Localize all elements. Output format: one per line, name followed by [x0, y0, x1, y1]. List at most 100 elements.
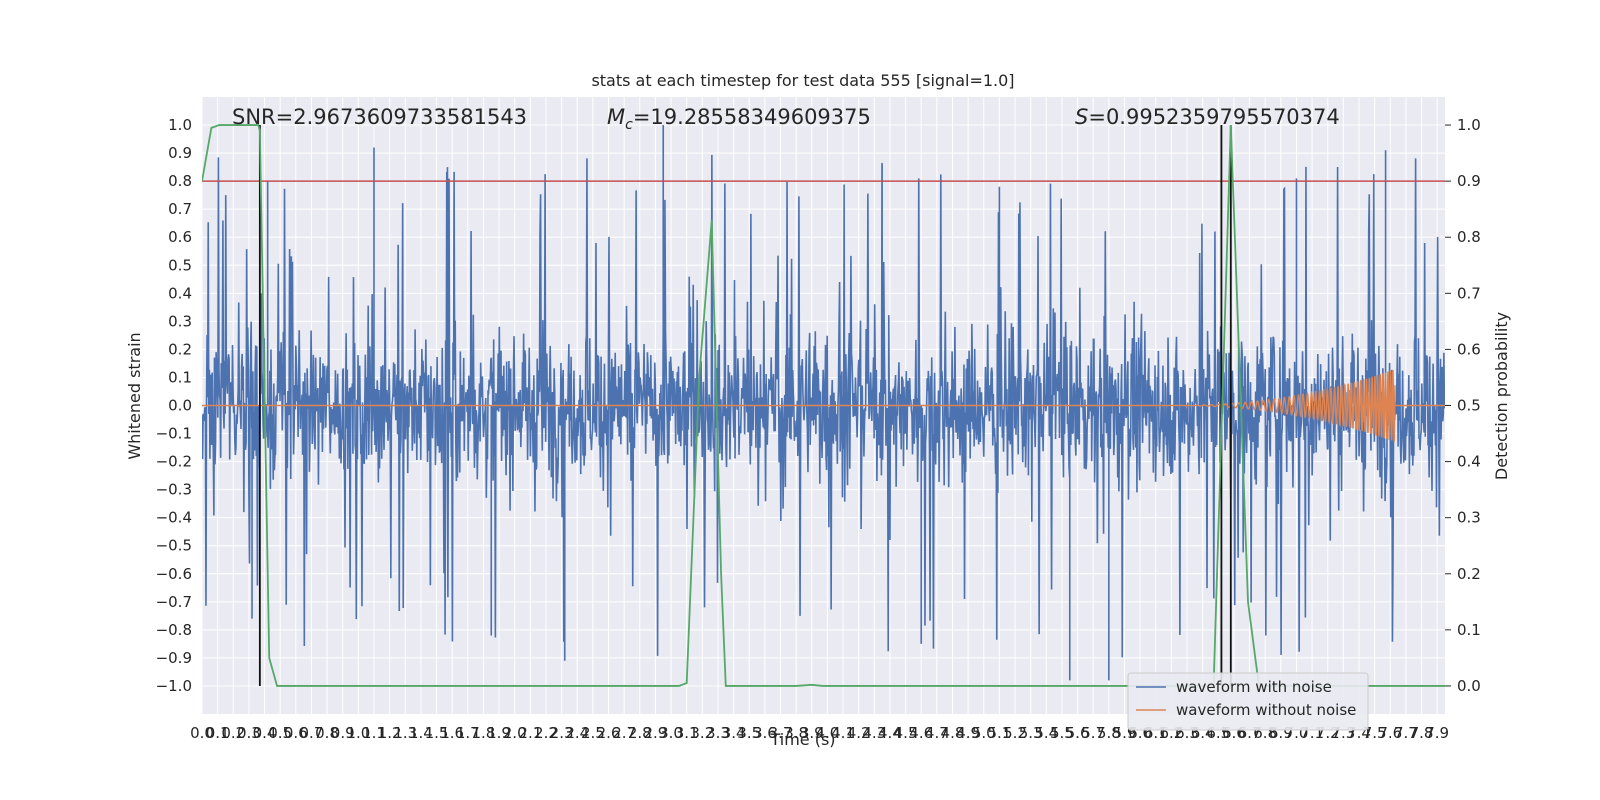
y-tick-label: 0.7	[168, 200, 192, 218]
x-tick-label: 4.6	[909, 724, 933, 742]
y2-tick-label: 0.1	[1457, 621, 1481, 639]
y2-tick-label: 0.9	[1457, 172, 1481, 190]
legend-label-noise: waveform with noise	[1176, 678, 1332, 696]
y2-tick-label: 0.8	[1457, 228, 1481, 246]
x-tick-label: 3.9	[800, 724, 824, 742]
x-tick-label: 0.6	[284, 724, 308, 742]
x-tick-label: 2.6	[597, 724, 621, 742]
y-tick-label: −0.6	[156, 565, 192, 583]
y-tick-labels: 1.0 0.9 0.8 0.7 0.6 0.5 0.4 0.3 0.2 0.1 0.0 −0.1 −0.…	[156, 116, 192, 695]
x-tick-label: 0.0	[190, 724, 214, 742]
x-tick-label: 2.5	[581, 724, 605, 742]
chart-title: stats at each timestep for test data 555…	[591, 71, 1014, 90]
x-tick-label: 3.7	[769, 724, 793, 742]
x-tick-label: 3.1	[675, 724, 699, 742]
y2-tick-label: 0.7	[1457, 284, 1481, 302]
y2-tick-label: 1.0	[1457, 116, 1481, 134]
legend-box	[1127, 672, 1369, 731]
x-tick-label: 4.9	[956, 724, 980, 742]
x-tick-label: 4.5	[894, 724, 918, 742]
x-tick-label: 4.1	[831, 724, 855, 742]
x-tick-label: 5.0	[972, 724, 996, 742]
y2-tick-label: 0.6	[1457, 340, 1481, 358]
y-tick-label: 0.5	[168, 256, 192, 274]
y-tick-label: −0.9	[156, 649, 192, 667]
x-tick-label: 1.4	[409, 724, 433, 742]
y2-tick-label: 0.3	[1457, 509, 1481, 527]
x-tick-label: 7.7	[1394, 724, 1418, 742]
x-tick-label: 2.8	[628, 724, 652, 742]
x-tick-label: 4.7	[925, 724, 949, 742]
y-tick-label: −0.8	[156, 621, 192, 639]
y-tick-label: 0.3	[168, 312, 192, 330]
y2-tick-label: 0.4	[1457, 453, 1481, 471]
y-tick-label: 0.6	[168, 228, 192, 246]
x-tick-label: 4.3	[862, 724, 886, 742]
x-tick-label: 1.0	[346, 724, 370, 742]
x-tick-label: 2.7	[612, 724, 636, 742]
y-tick-label: 0.2	[168, 340, 192, 358]
x-tick-label: 2.0	[503, 724, 527, 742]
x-tick-label: 1.7	[456, 724, 480, 742]
x-tick-label: 4.4	[878, 724, 902, 742]
y2-axis-label: Detection probability	[1492, 312, 1511, 480]
x-tick-label: 4.8	[941, 724, 965, 742]
x-tick-label: 2.3	[550, 724, 574, 742]
x-tick-label: 4.0	[815, 724, 839, 742]
y-tick-label: 0.1	[168, 368, 192, 386]
x-tick-label: 3.3	[706, 724, 730, 742]
noise-line	[202, 125, 1445, 681]
x-tick-label: 1.5	[425, 724, 449, 742]
y-tick-label: 0.4	[168, 284, 192, 302]
series-waveform-with-noise	[202, 125, 1445, 681]
x-tick-label: 0.8	[315, 724, 339, 742]
x-tick-label: 1.8	[472, 724, 496, 742]
x-tick-label: 1.6	[440, 724, 464, 742]
y-tick-label: −0.4	[156, 509, 192, 527]
chirp-mass-symbol: M	[607, 105, 625, 129]
x-tick-label: 5.1	[987, 724, 1011, 742]
x-tick-label: 0.2	[221, 724, 245, 742]
x-tick-label: 7.6	[1378, 724, 1402, 742]
y-tick-label: 0.9	[168, 144, 192, 162]
y-tick-label: −0.2	[156, 453, 192, 471]
x-tick-label: 2.9	[643, 724, 667, 742]
x-tick-labels: 0.00.10.20.30.40.50.60.70.80.91.01.11.21…	[190, 724, 1449, 742]
x-tick-label: 5.4	[1034, 724, 1058, 742]
chirp-mass-subscript: c	[625, 117, 633, 133]
x-tick-label: 5.5	[1050, 724, 1074, 742]
chirp-mass-annotation: Mc=19.28558349609375	[607, 105, 871, 133]
x-tick-label: 1.1	[362, 724, 386, 742]
y2-tick-label: 0.5	[1457, 397, 1481, 415]
y2-tick-label: 0.0	[1457, 677, 1481, 695]
x-tick-label: 3.6	[753, 724, 777, 742]
y2-tick-labels: 1.0 0.9 0.8 0.7 0.6 0.5 0.4 0.3 0.2 0.1 0.0	[1445, 116, 1481, 695]
legend: waveform with noise waveform without noi…	[1127, 672, 1369, 731]
x-tick-label: 5.3	[1019, 724, 1043, 742]
x-tick-label: 3.2	[690, 724, 714, 742]
x-tick-label: 3.8	[784, 724, 808, 742]
x-tick-label: 1.9	[487, 724, 511, 742]
x-tick-label: 0.7	[300, 724, 324, 742]
y-tick-label: −0.1	[156, 425, 192, 443]
x-tick-label: 3.5	[737, 724, 761, 742]
x-tick-label: 5.6	[1066, 724, 1090, 742]
x-tick-label: 1.3	[393, 724, 417, 742]
y-tick-label: 1.0	[168, 116, 192, 134]
x-tick-label: 0.9	[331, 724, 355, 742]
y-axis-label: Whitened strain	[125, 332, 144, 459]
chirp-line	[202, 369, 1445, 442]
x-tick-label: 7.9	[1425, 724, 1449, 742]
legend-label-clean: waveform without noise	[1176, 701, 1356, 719]
s-value: =0.9952359795570374	[1088, 105, 1339, 129]
y-tick-label: 0.8	[168, 172, 192, 190]
x-tick-label: 3.0	[659, 724, 683, 742]
x-axis-label: Time (s)	[769, 730, 835, 749]
y-tick-label: −1.0	[156, 677, 192, 695]
y-tick-label: −0.5	[156, 537, 192, 555]
y-tick-label: −0.7	[156, 593, 192, 611]
y2-tick-label: 0.2	[1457, 565, 1481, 583]
x-tick-label: 0.1	[206, 724, 230, 742]
x-tick-label: 7.8	[1410, 724, 1434, 742]
x-tick-label: 3.4	[722, 724, 746, 742]
